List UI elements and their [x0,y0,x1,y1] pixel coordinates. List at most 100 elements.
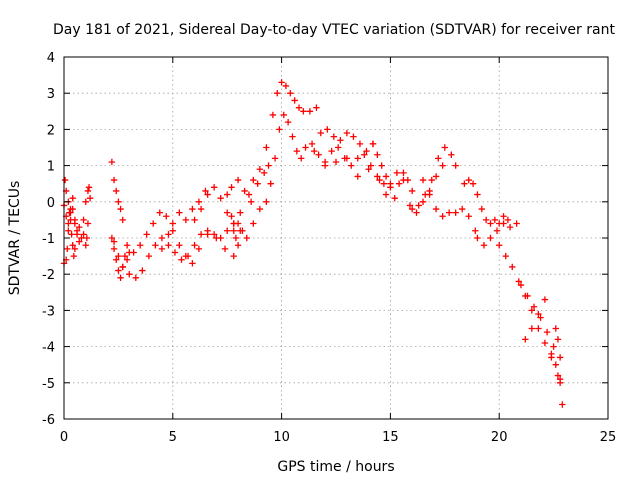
data-point [459,205,466,213]
data-point [278,79,285,86]
data-point [543,328,551,336]
data-point [228,184,235,191]
data-point [487,234,494,242]
data-point [382,173,390,180]
data-point [76,238,83,245]
y-tick-label: 4 [47,51,55,66]
data-point [361,151,368,158]
data-point [535,310,542,318]
y-tick-label: -6 [42,413,55,428]
data-point [487,220,494,227]
data-point [380,180,388,187]
data-point [276,126,283,133]
data-point [156,209,163,216]
data-point [80,216,87,224]
data-point [115,198,122,205]
data-point [145,252,153,260]
data-point [439,213,446,220]
data-point [65,227,72,234]
data-point [284,118,292,126]
data-point [439,162,446,169]
data-point [237,209,244,216]
data-point [474,191,481,198]
data-point [158,245,166,253]
data-point [535,325,542,332]
data-point [195,198,203,205]
x-tick-label: 25 [600,430,617,445]
axis-ticks: 0 5 10 15 20 25 -6 -5 -4 -3 -2 -1 0 1 2 3 4 [42,51,616,445]
data-point [237,227,244,234]
data-point [343,129,351,137]
data-point [465,176,472,184]
data-point [556,375,564,383]
data-point [234,176,242,184]
data-point [376,176,383,184]
data-point [541,296,549,303]
data-point [108,234,116,242]
data-points [60,79,566,408]
data-point [395,180,403,187]
data-point [224,191,231,198]
data-point [73,231,81,238]
data-point [224,227,231,234]
data-point [354,173,361,180]
data-point [295,104,303,111]
grid [64,57,608,419]
data-point [115,252,122,260]
data-point [478,205,485,213]
data-point [169,220,176,227]
data-point [493,227,501,234]
data-point [86,194,94,202]
data-point [515,278,522,285]
x-tick-label: 5 [169,430,177,445]
data-point [176,242,183,249]
data-point [280,111,287,119]
data-point [169,227,176,234]
data-point [291,97,298,104]
data-point [197,231,205,238]
y-axis-label: SDTVAR / TECUs [7,181,23,296]
data-point [119,216,126,224]
data-point [313,104,320,111]
x-tick-label: 0 [60,430,68,445]
y-tick-label: 3 [47,87,55,102]
data-point [315,151,322,158]
data-point [287,90,294,97]
data-point [528,307,536,314]
data-point [221,245,229,253]
x-axis-label: GPS time / hours [277,459,394,475]
data-point [67,205,74,213]
data-point [265,162,272,169]
data-point [182,216,190,224]
data-point [502,252,509,260]
data-point [117,205,124,213]
data-point [274,90,281,97]
y-tick-label: -2 [42,268,55,283]
data-point [171,249,179,256]
data-point [84,220,92,227]
data-point [232,234,240,242]
data-point [217,194,224,202]
data-point [217,234,224,242]
data-point [263,198,270,205]
data-point [500,213,507,220]
data-point [204,191,211,198]
data-point [289,133,296,140]
y-tick-label: -5 [42,377,55,392]
data-point [300,108,307,115]
data-point [426,191,433,198]
data-point [374,151,381,158]
data-point [504,216,512,224]
data-point [552,325,559,332]
data-point [480,242,488,249]
data-point [382,191,390,198]
data-point [343,155,351,162]
data-point [400,169,407,177]
data-point [474,234,481,242]
x-tick-label: 20 [491,430,508,445]
data-point [228,213,235,220]
data-point [435,155,442,162]
data-point [419,198,427,205]
chart-title: Day 181 of 2021, Sidereal Day-to-day VTE… [53,22,615,38]
data-point [445,209,453,216]
